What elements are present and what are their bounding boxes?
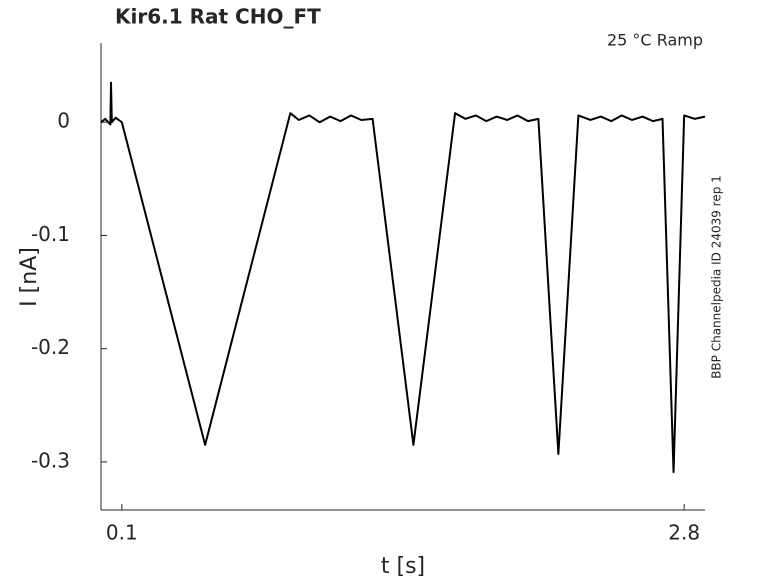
y-tick-label: -0.1 — [31, 222, 70, 246]
annotation: 25 °C Ramp — [607, 31, 703, 50]
y-tick-label: -0.3 — [31, 448, 70, 472]
trace — [100, 81, 706, 474]
chart-title: Kir6.1 Rat CHO_FT — [115, 5, 321, 29]
x-axis-label: t [s] — [381, 554, 425, 579]
y-axis-label: I [nA] — [17, 247, 42, 307]
y-tick-label: 0 — [57, 109, 70, 133]
x-tick-label: 2.8 — [668, 521, 700, 545]
side-note: BBP Channelpedia ID 24039 rep 1 — [710, 175, 724, 379]
x-tick-label: 0.1 — [106, 521, 138, 545]
y-tick-label: -0.2 — [31, 335, 70, 359]
